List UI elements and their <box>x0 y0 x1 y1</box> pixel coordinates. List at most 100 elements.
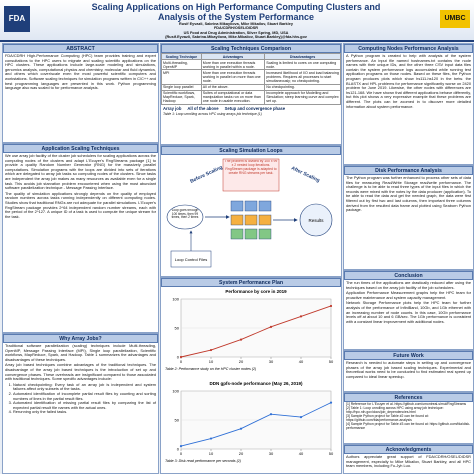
references-section: References [1] Reference for L'Ecuyer et… <box>343 392 474 444</box>
y-tick-label: 50 <box>175 326 180 331</box>
future-section: Future Work Research is needed to automa… <box>343 350 474 392</box>
list-item: Natural checkpointing: Every task of an … <box>13 382 156 392</box>
x-tick-label: 50 <box>329 359 334 364</box>
paragraph: Traditional software parallelization (sc… <box>5 343 156 362</box>
table-row: MPI More than one execution threads worki… <box>161 69 341 85</box>
section-title: Acknowledgments <box>344 445 473 454</box>
title: Scaling Applications on High Performance… <box>36 2 436 22</box>
x-tick-label: 0 <box>180 451 183 456</box>
loop-shape <box>166 204 204 230</box>
section-title: Future Work <box>344 351 473 360</box>
table-row: Multi-threading, OpenMP More than one exe… <box>161 59 341 71</box>
data-point <box>179 355 183 359</box>
section-title: Scaling Techniques Comparison <box>161 44 341 53</box>
why-section: Why Array Jobs? Traditional software par… <box>2 333 159 474</box>
list-item: Rerunning only the failed tasks. <box>13 410 156 415</box>
table-cell: Incomplete approach for Modelling and Si… <box>264 89 341 105</box>
paragraph: The run times of the applications are dr… <box>346 280 471 290</box>
array-dis: Setup and convergence phase <box>224 105 286 111</box>
data-point <box>209 348 213 352</box>
section-title: Disk Performance Analysis <box>344 166 473 175</box>
y-tick-label: 0 <box>177 355 180 360</box>
disk-section: Disk Performance Analysis The Python pro… <box>343 165 474 270</box>
files-label: Loop Control Files <box>175 257 207 262</box>
paragraph: Network Storage Performance plots help t… <box>346 300 471 324</box>
table-cell: Increased likelihood of I/O and load bal… <box>264 69 341 85</box>
simulation-diagram: Before Scaling After Scaling The problem… <box>166 158 333 268</box>
paragraph: The Python program was further enhanced … <box>346 175 471 213</box>
x-tick-label: 10 <box>209 359 214 364</box>
org: FDA/CDRH/OSEL/DIDSR <box>213 26 259 31</box>
table-cell: More than one execution threads working … <box>200 69 266 85</box>
before-label: Before Scaling <box>189 165 223 185</box>
y-tick-label: 0 <box>177 447 180 452</box>
data-point <box>269 413 273 416</box>
nodes-section: Computing Nodes Performance Analysis A P… <box>343 43 474 165</box>
header: FDA UMBC Scaling Applications on High Pe… <box>0 0 474 42</box>
emails: {Rusif.Eyvazli, Sabrina.Mikayilova, Mike… <box>165 34 307 39</box>
reference-list: [1] Reference for L'Ecuyer et al. https:… <box>344 402 473 430</box>
x-tick-label: 30 <box>269 359 274 364</box>
conclusion-section: Conclusion The run times of the applicat… <box>343 270 474 350</box>
data-line <box>180 305 332 358</box>
paragraph: Array job based techniques combine advan… <box>5 362 156 382</box>
paragraph: We use array job facility of the cluster… <box>5 153 156 191</box>
data-point <box>269 325 273 328</box>
y-tick-label: 100 <box>172 389 179 394</box>
x-tick-label: 50 <box>329 451 334 456</box>
note-text: The problem is divided by 100 x 99 x 2 n… <box>224 160 278 175</box>
section-title: Why Array Jobs? <box>3 334 158 343</box>
results-label: Results <box>308 218 324 223</box>
reference: [1] Reference for L'Ecuyer et al. https:… <box>346 402 467 406</box>
table-cell: More than one execution threads working … <box>200 59 266 71</box>
y-tick-label: 50 <box>175 418 180 423</box>
chart-title: DDN gpfs-node performance (May 26, 2019) <box>209 381 303 386</box>
authors-block: Rusif Eyvazli, Sabrina Mikayilova, Mike … <box>36 22 436 39</box>
logo-right: UMBC <box>440 10 470 28</box>
y-tick-label: 100 <box>172 297 179 302</box>
section-title: Conclusion <box>344 271 473 280</box>
ack-section: Acknowledgments Authors appreciate great… <box>343 444 474 474</box>
x-tick-label: 20 <box>239 451 244 456</box>
loop-text: Loop goes through 100 times, then 99 tim… <box>171 209 199 220</box>
array-adv: All of the above <box>187 105 219 111</box>
x-tick-label: 20 <box>239 359 244 364</box>
address: US Food and Drug Administration, Silver … <box>183 30 289 35</box>
note-box <box>222 158 280 192</box>
title-line: Scaling Applications on High Performance… <box>91 2 381 12</box>
reference: [3] Sample Python project for Table #2 c… <box>346 414 429 422</box>
perf-plan-section: System Performance Plan Performance by c… <box>160 277 342 474</box>
x-tick-label: 10 <box>209 451 214 456</box>
techniques-section: Application Scaling Techniques We use ar… <box>2 143 159 333</box>
data-point <box>299 315 303 318</box>
simulation-section: Scaling Simulation Loops Before Scaling … <box>160 145 342 277</box>
table-row: Scientific workflows, MapReduce, Spark, … <box>161 89 341 105</box>
logo-left: FDA <box>4 6 30 32</box>
paragraph: A Python program is created to help with… <box>346 53 471 109</box>
caption: Table 3: Disk read performance per secon… <box>165 459 241 463</box>
list-item: Automated identification of missing part… <box>13 400 156 410</box>
array-row: Array job All of the above Setup and con… <box>163 106 339 111</box>
data-point <box>239 338 243 341</box>
results-shape <box>299 203 333 237</box>
paragraph: The quality of simulation applications s… <box>5 190 156 219</box>
task-grid <box>230 200 272 240</box>
reference: [4] Sample Python project for Table #3 c… <box>346 422 471 430</box>
data-point <box>209 437 213 440</box>
section-title: ABSTRACT <box>3 44 158 53</box>
section-title: Scaling Simulation Loops <box>161 146 341 155</box>
x-tick-label: 40 <box>299 359 304 364</box>
table-cell: Scientific workflows, MapReduce, Spark, … <box>161 89 202 105</box>
chart-title: Performance by core in 2019 <box>225 289 287 294</box>
list-item: Automated identification of incomplete p… <box>13 391 156 401</box>
table-cell: MPI <box>161 69 202 85</box>
comparison-table: Scaling Technique Advantages Disadvantages… <box>161 52 341 105</box>
paragraph: Research is needed to automate steps in … <box>346 360 471 379</box>
data-point <box>179 445 183 448</box>
section-title: References <box>344 393 473 402</box>
section-title: Application Scaling Techniques <box>3 144 158 153</box>
array-label: Array job <box>163 105 182 111</box>
comparison-section: Scaling Techniques Comparison Scaling Te… <box>160 43 342 145</box>
